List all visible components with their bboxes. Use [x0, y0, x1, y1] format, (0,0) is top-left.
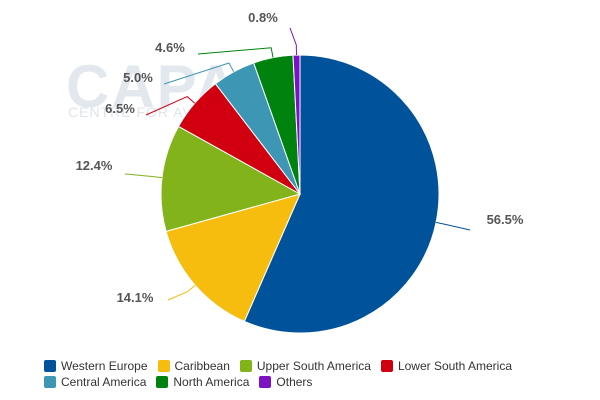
- legend-label: Others: [276, 375, 313, 389]
- pie-slice-caribbean: [165, 193, 301, 323]
- connector-line: [435, 221, 471, 231]
- legend-item: Western Europe: [44, 359, 148, 373]
- legend-swatch: [259, 376, 272, 388]
- pie-slice-others: [292, 54, 301, 195]
- legend-label: Caribbean: [174, 359, 230, 373]
- legend-row: Central America North America Others: [44, 374, 584, 390]
- data-label: 12.4%: [76, 158, 113, 173]
- data-label: 0.8%: [248, 10, 278, 25]
- legend-swatch: [239, 360, 252, 372]
- legend: Western Europe Caribbean Upper South Ameri…: [44, 358, 584, 390]
- legend-swatch: [156, 376, 169, 388]
- legend-swatch: [157, 360, 170, 372]
- legend-item: Others: [259, 375, 312, 389]
- legend-label: Lower South America: [397, 359, 512, 373]
- legend-label: Western Europe: [61, 359, 148, 373]
- legend-item: Lower South America: [380, 359, 512, 373]
- data-label: 56.5%: [487, 212, 524, 227]
- connector-line: [197, 47, 274, 58]
- data-label: 5.0%: [123, 70, 153, 85]
- connector-line: [163, 62, 235, 85]
- legend-swatch: [44, 376, 56, 388]
- legend-label: Central America: [61, 375, 147, 389]
- pie-slice-western-europe: [243, 54, 440, 334]
- data-label: 4.6%: [155, 40, 185, 55]
- pie-chart: 56.5% 14.1% 12.4% 6.5% 5.0%4.6% 0.8%: [76, 10, 524, 334]
- legend-label: North America: [173, 375, 250, 389]
- legend-item: Upper South America: [239, 359, 371, 373]
- connector-line: [145, 96, 196, 116]
- legend-item: Caribbean: [157, 359, 230, 373]
- legend-row: Western Europe Caribbean Upper South Ameri…: [44, 358, 584, 374]
- data-label: 6.5%: [105, 101, 135, 116]
- connector-line: [289, 27, 297, 56]
- legend-item: Central America: [44, 375, 146, 389]
- connector-line: [167, 284, 196, 301]
- connector-line: [124, 173, 163, 179]
- data-label: 14.1%: [117, 290, 154, 305]
- legend-item: North America: [156, 375, 249, 389]
- legend-swatch: [380, 360, 393, 372]
- legend-swatch: [44, 360, 56, 372]
- legend-label: Upper South America: [256, 359, 371, 373]
